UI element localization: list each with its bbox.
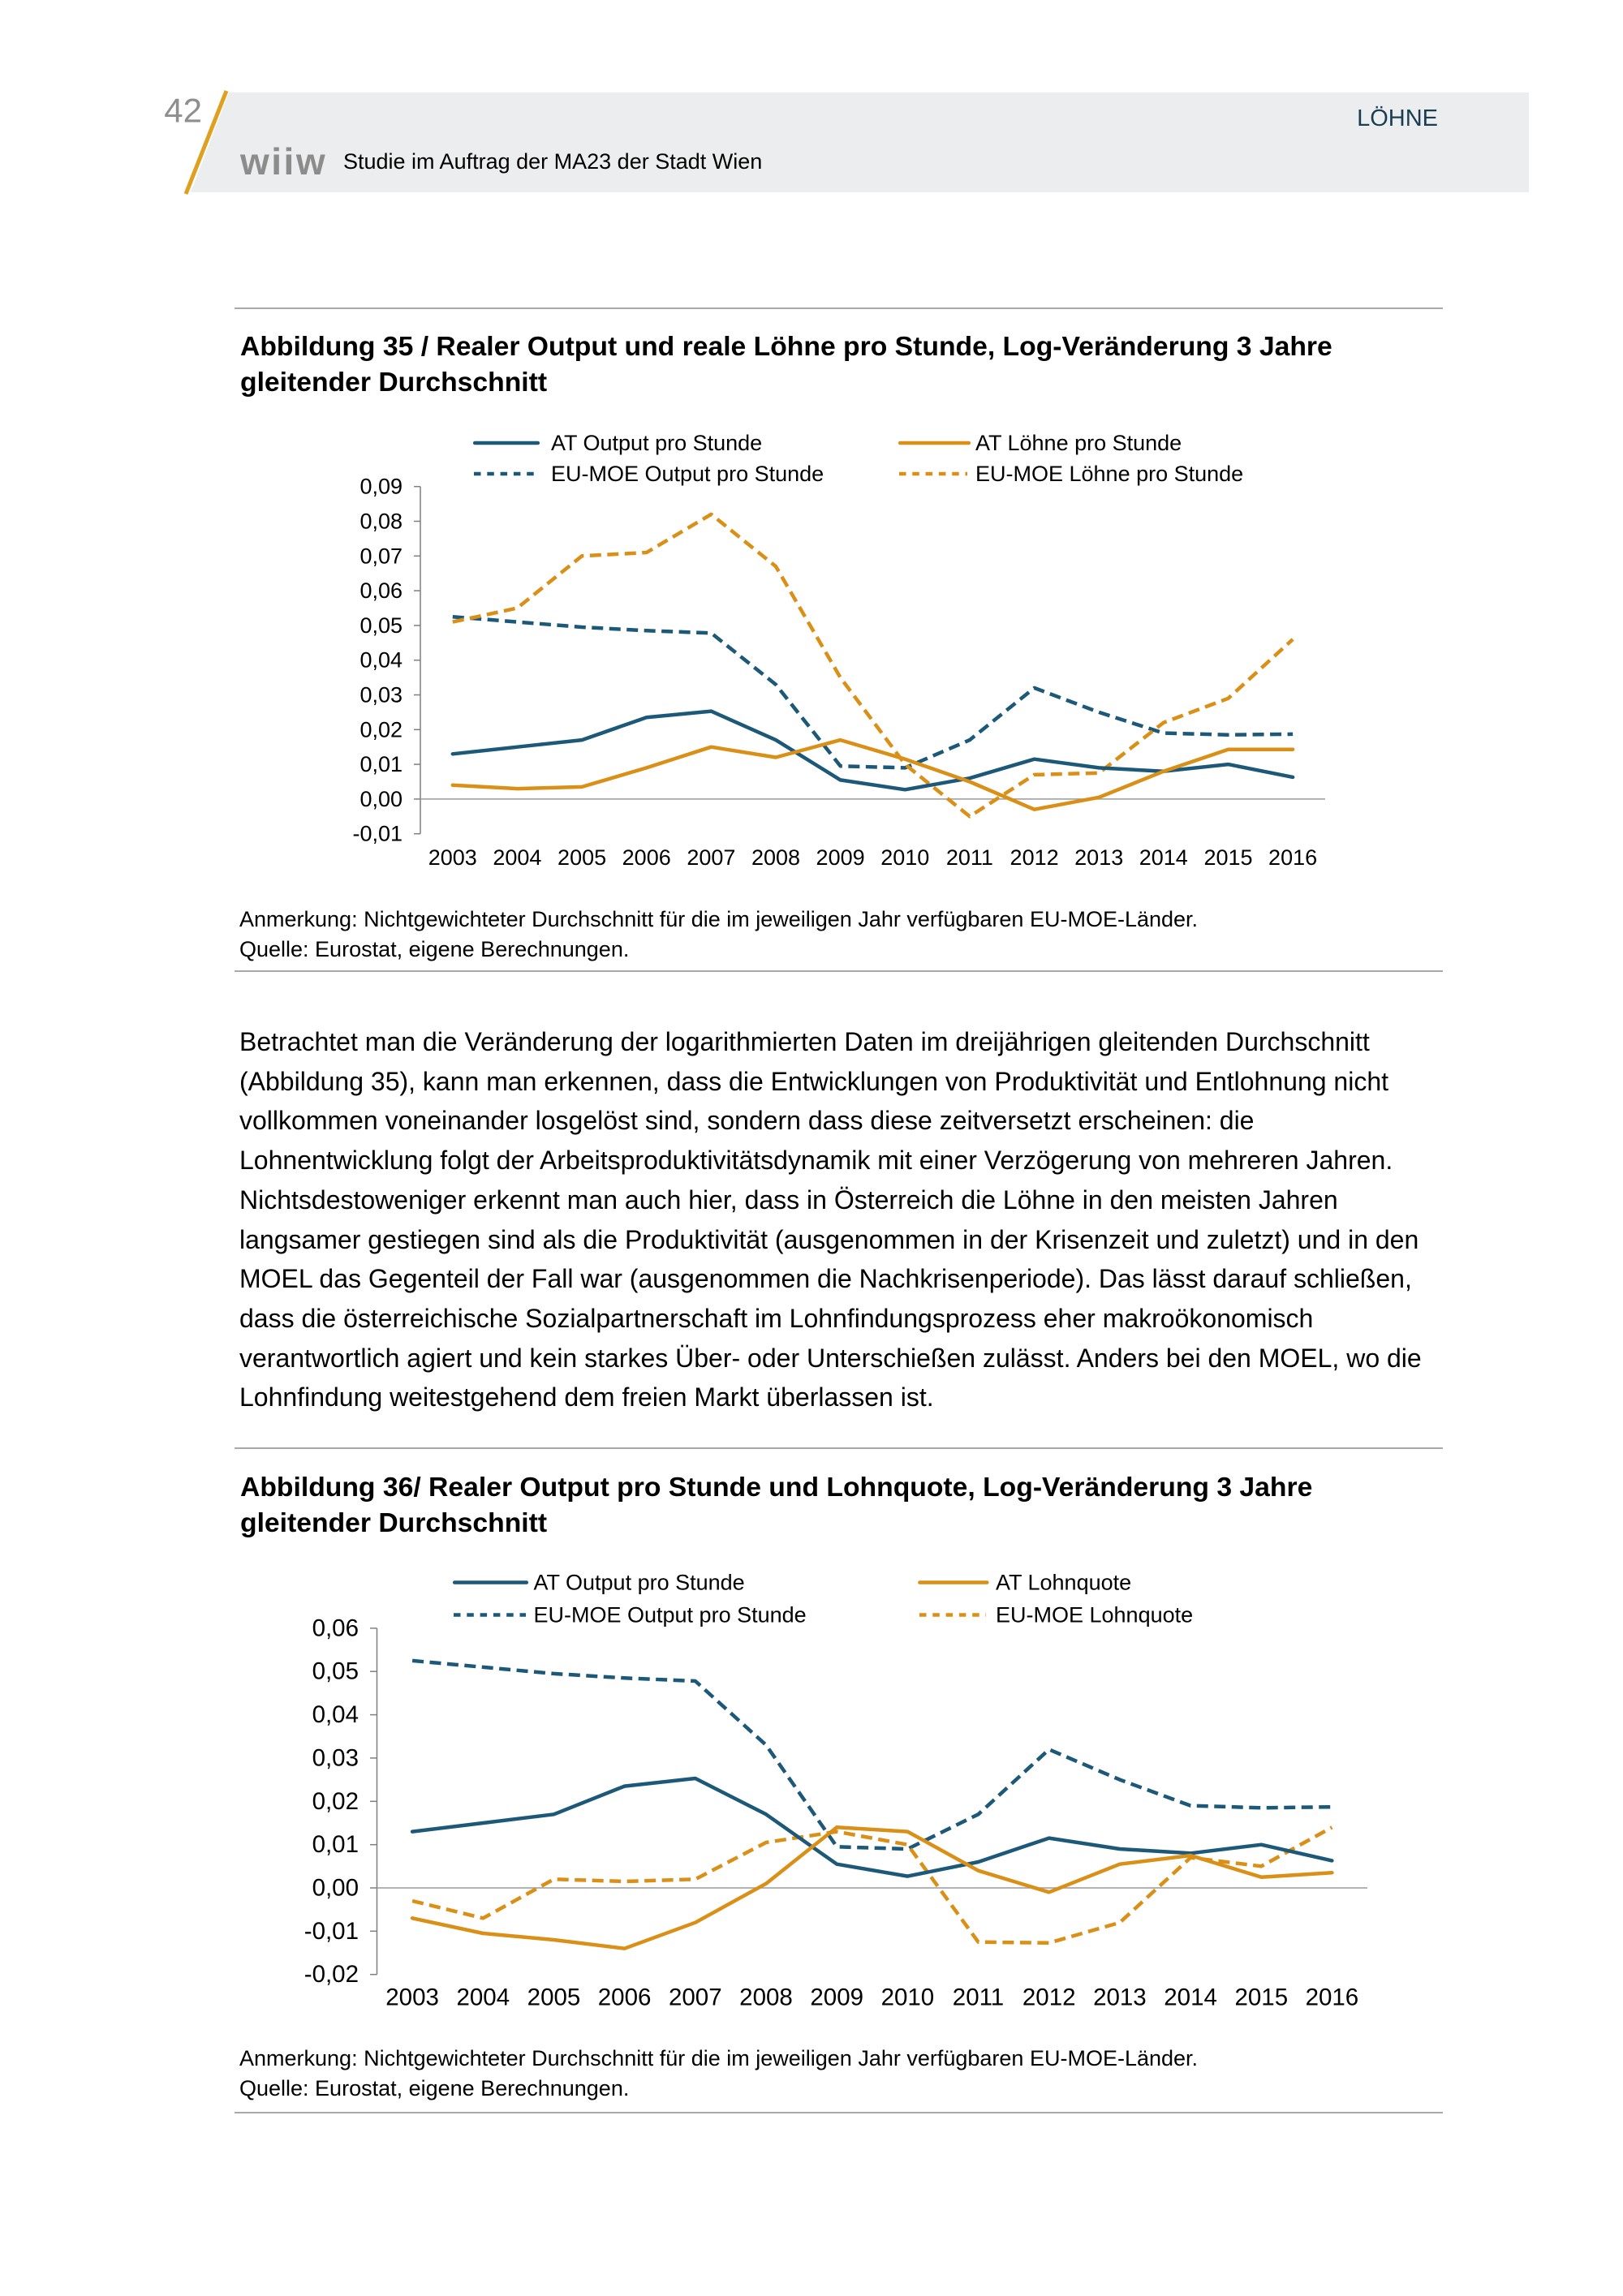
svg-text:2016: 2016 — [1306, 1984, 1359, 2011]
svg-text:2011: 2011 — [953, 1984, 1004, 2011]
svg-text:AT Output pro Stunde: AT Output pro Stunde — [534, 1571, 745, 1595]
svg-text:AT Output pro Stunde: AT Output pro Stunde — [551, 431, 762, 455]
svg-text:0,01: 0,01 — [359, 752, 403, 776]
svg-text:42: 42 — [164, 92, 202, 130]
svg-text:0,03: 0,03 — [312, 1744, 359, 1771]
svg-text:2008: 2008 — [751, 845, 800, 870]
svg-text:AT Lohnquote: AT Lohnquote — [996, 1571, 1131, 1595]
svg-text:2016: 2016 — [1268, 845, 1317, 870]
svg-text:0,06: 0,06 — [312, 1615, 359, 1641]
svg-text:0,09: 0,09 — [359, 475, 403, 499]
svg-text:0,08: 0,08 — [359, 510, 403, 534]
svg-text:2007: 2007 — [669, 1984, 722, 2011]
svg-text:0,00: 0,00 — [359, 787, 403, 811]
svg-text:2010: 2010 — [880, 845, 929, 870]
svg-text:wiiw: wiiw — [239, 140, 327, 183]
svg-text:2005: 2005 — [558, 845, 606, 870]
svg-text:2006: 2006 — [622, 845, 671, 870]
svg-text:0,05: 0,05 — [359, 613, 403, 638]
svg-text:2013: 2013 — [1093, 1984, 1147, 2011]
svg-text:2011: 2011 — [946, 845, 993, 870]
svg-text:2004: 2004 — [456, 1984, 510, 2011]
svg-text:2003: 2003 — [385, 1984, 439, 2011]
svg-text:2012: 2012 — [1010, 845, 1059, 870]
svg-text:0,01: 0,01 — [312, 1831, 359, 1858]
svg-text:2007: 2007 — [687, 845, 735, 870]
svg-text:0,04: 0,04 — [312, 1701, 359, 1728]
svg-text:2010: 2010 — [881, 1984, 935, 2011]
svg-text:2015: 2015 — [1203, 845, 1252, 870]
svg-text:0,04: 0,04 — [359, 648, 403, 673]
svg-text:AT Löhne pro Stunde: AT Löhne pro Stunde — [975, 431, 1182, 455]
svg-text:2014: 2014 — [1139, 845, 1188, 870]
svg-text:0,05: 0,05 — [312, 1658, 359, 1685]
svg-text:EU-MOE Lohnquote: EU-MOE Lohnquote — [996, 1603, 1193, 1627]
svg-text:2012: 2012 — [1022, 1984, 1076, 2011]
svg-text:2006: 2006 — [598, 1984, 652, 2011]
svg-text:0,02: 0,02 — [312, 1788, 359, 1815]
svg-text:0,03: 0,03 — [359, 683, 403, 707]
svg-text:2015: 2015 — [1234, 1984, 1288, 2011]
svg-text:Studie im Auftrag der MA23 der: Studie im Auftrag der MA23 der Stadt Wie… — [343, 149, 762, 174]
svg-text:2004: 2004 — [493, 845, 541, 870]
svg-text:0,07: 0,07 — [359, 544, 403, 568]
svg-text:2009: 2009 — [810, 1984, 863, 2011]
svg-text:-0,01: -0,01 — [304, 1918, 359, 1945]
svg-text:0,00: 0,00 — [312, 1875, 359, 1902]
svg-text:2005: 2005 — [527, 1984, 581, 2011]
svg-text:0,02: 0,02 — [359, 717, 403, 742]
svg-text:EU-MOE Output pro Stunde: EU-MOE Output pro Stunde — [551, 462, 824, 486]
svg-text:2008: 2008 — [739, 1984, 793, 2011]
svg-text:-0,02: -0,02 — [304, 1961, 359, 1988]
svg-text:LÖHNE: LÖHNE — [1357, 105, 1438, 131]
svg-text:0,06: 0,06 — [359, 578, 403, 603]
svg-text:-0,01: -0,01 — [352, 822, 403, 846]
svg-text:EU-MOE Löhne pro Stunde: EU-MOE Löhne pro Stunde — [975, 462, 1243, 486]
svg-text:EU-MOE Output pro Stunde: EU-MOE Output pro Stunde — [534, 1603, 807, 1627]
svg-text:2003: 2003 — [428, 845, 477, 870]
svg-text:2014: 2014 — [1164, 1984, 1217, 2011]
svg-text:2013: 2013 — [1074, 845, 1123, 870]
svg-text:2009: 2009 — [816, 845, 865, 870]
